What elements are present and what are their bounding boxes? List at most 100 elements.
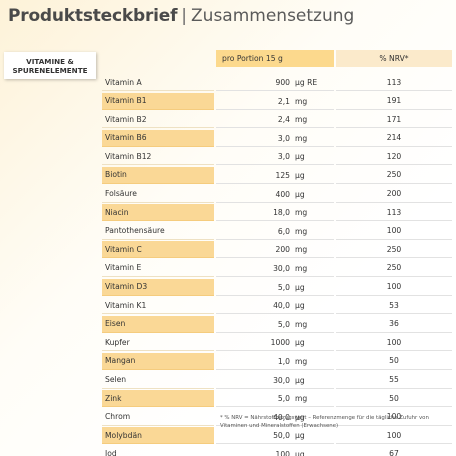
amount-cell: 3,0 µg <box>216 148 334 166</box>
nrv-value: 100 <box>336 427 452 445</box>
nrv-value: 113 <box>336 204 452 222</box>
amount-value: 1,0 <box>277 356 290 366</box>
table-row: Vitamin A 900 µg RE 113 <box>102 74 452 93</box>
amount-value: 30,0 <box>273 263 290 273</box>
nrv-value: 120 <box>336 148 452 166</box>
amount-value: 40,0 <box>273 412 290 422</box>
nutrient-name: Pantothensäure <box>102 223 214 240</box>
amount-value: 200 <box>275 245 291 255</box>
amount-unit: µg <box>295 431 305 441</box>
footnote-line-2: Vitaminen und Mineralstoffen (Erwachsene… <box>220 423 339 429</box>
amount-unit: mg <box>295 208 308 218</box>
column-header-portion: pro Portion 15 g <box>216 50 334 67</box>
table-row: Vitamin B1 2,1 mg 191 <box>102 92 452 112</box>
footnote-line-1: * % NRV = Nährstoffbezugswert – Referenz… <box>220 415 429 421</box>
table-row: Mangan 1,0 mg 50 <box>102 352 452 372</box>
amount-unit: µg <box>295 449 305 456</box>
nrv-value: 100 <box>336 334 452 352</box>
nrv-value: 50 <box>336 390 452 408</box>
nrv-value: 100 <box>336 409 452 426</box>
nrv-value: 250 <box>336 167 452 184</box>
amount-value: 3,0 <box>277 152 290 162</box>
table-row: Selen 30,0 µg 55 <box>102 372 452 391</box>
amount-unit: µg <box>295 282 305 292</box>
nutrient-name: Vitamin B6 <box>102 129 214 147</box>
table-row: Jod 100 µg 67 <box>102 446 452 456</box>
amount-unit: mg <box>295 245 308 255</box>
amount-value: 5,0 <box>277 282 290 292</box>
nutrient-name: Folsäure <box>102 186 214 203</box>
page-subtitle: Zusammensetzung <box>191 6 355 26</box>
nutrient-name: Selen <box>102 372 214 389</box>
nutrient-name: Vitamin A <box>102 74 214 91</box>
amount-unit: µg <box>295 189 305 199</box>
table-row: Vitamin B2 2,4 mg 171 <box>102 111 452 130</box>
amount-cell: 2,1 mg <box>216 93 334 110</box>
nutrient-name: Vitamin K1 <box>102 297 214 315</box>
nutrient-name: Vitamin D3 <box>102 278 214 296</box>
amount-cell: 5,0 mg <box>216 316 334 333</box>
amount-value: 5,0 <box>277 319 290 329</box>
amount-unit: mg <box>295 394 308 404</box>
amount-unit: µg <box>295 301 305 311</box>
nutrient-name: Chrom <box>102 409 214 426</box>
table-row: Vitamin B12 3,0 µg 120 <box>102 148 452 167</box>
column-header-nrv: % NRV* <box>336 50 452 67</box>
nutrient-name: Zink <box>102 390 214 408</box>
title-separator: | <box>181 6 188 26</box>
amount-value: 125 <box>275 170 291 180</box>
amount-unit: mg <box>295 319 308 329</box>
nrv-value: 100 <box>336 223 452 240</box>
table-row: Vitamin C 200 mg 250 <box>102 241 452 260</box>
nrv-value: 191 <box>336 93 452 110</box>
amount-unit: mg <box>295 115 308 125</box>
nutrient-name: Vitamin B12 <box>102 148 214 166</box>
amount-value: 2,4 <box>277 115 290 125</box>
table-row: Chrom 40,0 µg 100 <box>102 409 452 428</box>
footnote: * % NRV = Nährstoffbezugswert – Referenz… <box>220 414 452 430</box>
nrv-value: 113 <box>336 74 452 91</box>
table-row: Vitamin D3 5,0 µg 100 <box>102 278 452 298</box>
amount-unit: mg <box>295 356 308 366</box>
nutrient-name: Vitamin B1 <box>102 92 214 110</box>
table-row: Molybdän 50,0 µg 100 <box>102 427 452 446</box>
amount-cell: 2,4 mg <box>216 111 334 129</box>
nutrient-name: Jod <box>102 446 214 456</box>
amount-value: 30,0 <box>273 375 290 385</box>
nutrient-name: Eisen <box>102 315 214 333</box>
amount-value: 5,0 <box>277 394 290 404</box>
nutrient-name: Niacin <box>102 204 214 222</box>
amount-value: 1000 <box>270 338 290 348</box>
nrv-value: 100 <box>336 279 452 296</box>
amount-cell: 1,0 mg <box>216 353 334 370</box>
amount-value: 6,0 <box>277 226 290 236</box>
nutrient-name: Vitamin E <box>102 260 214 277</box>
nutrient-name: Vitamin B2 <box>102 111 214 129</box>
amount-cell: 400 µg <box>216 186 334 203</box>
amount-value: 40,0 <box>273 301 290 311</box>
amount-cell: 1000 µg <box>216 334 334 352</box>
amount-value: 50,0 <box>273 431 290 441</box>
nrv-value: 55 <box>336 372 452 389</box>
page-title: Produktsteckbrief <box>8 6 178 26</box>
amount-unit: mg <box>295 226 308 236</box>
amount-unit: mg <box>295 133 308 143</box>
nrv-value: 200 <box>336 186 452 203</box>
badge-line-1: VITAMINE & <box>26 56 74 66</box>
amount-value: 400 <box>275 189 291 199</box>
amount-cell: 18,0 mg <box>216 204 334 222</box>
table-row: Biotin 125 µg 250 <box>102 166 452 186</box>
amount-cell: 6,0 mg <box>216 223 334 240</box>
badge-line-2: SPURENELEMENTE <box>12 65 88 75</box>
amount-cell: 5,0 mg <box>216 390 334 408</box>
nutrient-name: Mangan <box>102 352 214 370</box>
amount-cell: 125 µg <box>216 167 334 184</box>
page-header: Produktsteckbrief | Zusammensetzung <box>8 6 448 36</box>
nutrient-table: Vitamin A 900 µg RE 113 Vitamin B1 2,1 mg 191 Vi… <box>102 74 452 456</box>
amount-unit: µg RE <box>295 78 318 87</box>
amount-value: 3,0 <box>277 133 290 143</box>
amount-cell: 50,0 µg <box>216 427 334 445</box>
table-row: Niacin 18,0 mg 113 <box>102 204 452 223</box>
table-row: Vitamin B6 3,0 mg 214 <box>102 129 452 149</box>
nutrient-name: Biotin <box>102 166 214 184</box>
